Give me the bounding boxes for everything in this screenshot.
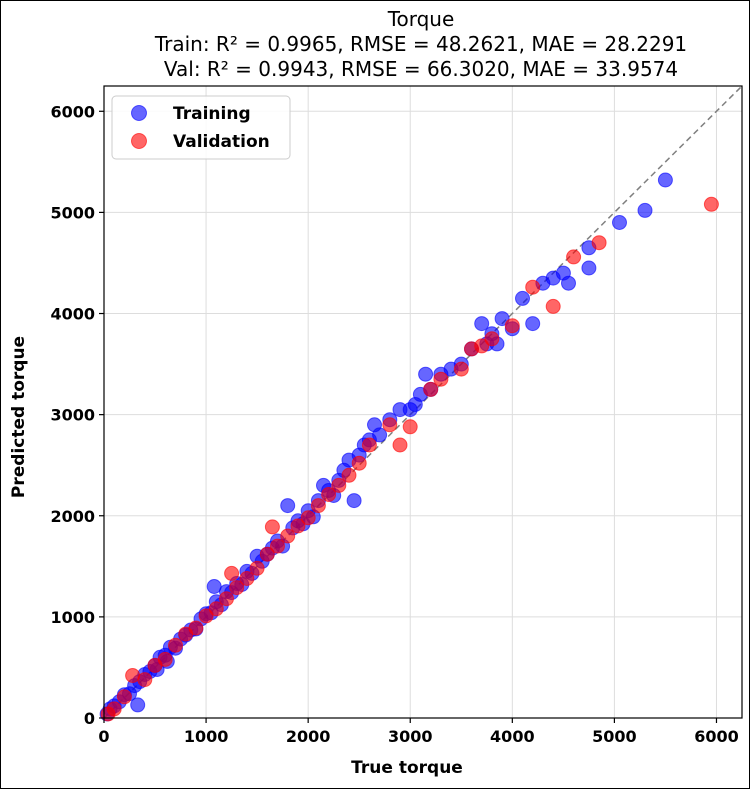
y-tick-label: 5000 (50, 203, 95, 222)
data-point-validation (423, 381, 439, 397)
data-point-validation (525, 279, 541, 295)
data-point-validation (321, 487, 337, 502)
data-point-training (372, 427, 388, 443)
y-tick-label: 2000 (50, 507, 95, 526)
x-tick-label: 2000 (286, 727, 331, 746)
data-point-training (612, 215, 627, 230)
data-point-training (657, 172, 673, 188)
data-point-validation (259, 546, 275, 562)
data-point-validation (474, 338, 490, 354)
data-point-validation (402, 419, 418, 435)
y-tick-label: 3000 (50, 406, 95, 425)
data-point-validation (224, 565, 240, 581)
data-point-validation (198, 608, 214, 624)
data-point-validation (188, 620, 204, 636)
data-point-validation (703, 196, 719, 212)
data-point-validation (116, 689, 132, 705)
x-tick-label: 1000 (184, 727, 229, 746)
legend-marker-validation (131, 133, 147, 149)
y-tick-label: 1000 (50, 608, 95, 627)
data-point-validation (168, 637, 183, 653)
x-axis-ticks: 0 1000 2000 3000 4000 5000 6000 (98, 718, 739, 746)
data-point-validation (566, 249, 582, 265)
data-point-training (280, 498, 296, 514)
data-point-training (474, 316, 490, 332)
data-point-validation (341, 467, 357, 483)
y-tick-label: 0 (84, 709, 95, 728)
data-point-validation (290, 518, 306, 534)
legend-label-validation: Validation (173, 132, 270, 152)
data-point-validation (433, 371, 449, 387)
data-point-validation (361, 437, 377, 453)
x-tick-label: 5000 (592, 727, 637, 746)
x-tick-label: 0 (98, 727, 109, 746)
data-point-training (418, 366, 434, 382)
x-tick-label: 4000 (490, 727, 535, 746)
data-point-training (525, 316, 541, 332)
data-point-training (637, 202, 653, 218)
data-point-validation (591, 235, 607, 251)
data-point-validation (331, 477, 347, 493)
data-point-validation (137, 672, 153, 688)
data-point-validation (249, 560, 265, 576)
data-point-validation (453, 361, 469, 377)
data-point-validation (106, 701, 122, 717)
chart-subtitle-val: Val: R² = 0.9943, RMSE = 66.3020, MAE = … (164, 57, 678, 81)
data-point-validation (382, 417, 398, 433)
chart-titles: Torque Train: R² = 0.9965, RMSE = 48.262… (154, 7, 687, 81)
data-point-training (515, 290, 530, 306)
chart-subtitle-train: Train: R² = 0.9965, RMSE = 48.2621, MAE … (154, 32, 687, 56)
data-point-validation (157, 651, 173, 667)
legend-marker-training (131, 105, 147, 121)
x-tick-label: 3000 (388, 727, 433, 746)
y-tick-label: 6000 (50, 102, 95, 121)
data-point-training (581, 260, 597, 276)
data-point-validation (545, 298, 561, 314)
data-point-validation (208, 601, 224, 617)
x-tick-label: 6000 (694, 727, 739, 746)
legend-label-training: Training (173, 104, 251, 124)
data-point-validation (264, 519, 280, 535)
data-point-validation (300, 510, 316, 526)
legend: Training Validation (111, 95, 291, 160)
data-point-validation (219, 591, 234, 607)
data-point-validation (239, 571, 255, 586)
data-point-training (494, 311, 510, 327)
data-point-validation (280, 528, 296, 544)
legend-box (111, 95, 291, 160)
x-axis-label: True torque (351, 758, 463, 778)
y-tick-label: 4000 (50, 305, 95, 324)
plot-area-border (103, 85, 743, 719)
data-point-training (346, 493, 362, 509)
data-point-validation (351, 455, 367, 471)
chart-title: Torque (387, 7, 455, 31)
data-point-validation (310, 498, 326, 514)
data-point-validation (504, 318, 520, 334)
data-point-validation (484, 331, 500, 347)
y-axis-label: Predicted torque (9, 336, 29, 498)
data-point-training (561, 275, 576, 291)
data-point-training (130, 697, 146, 713)
data-point-validation (229, 580, 245, 596)
data-point-validation (270, 538, 285, 554)
data-point-validation (392, 437, 408, 453)
y-axis-ticks: 0 1000 2000 3000 4000 5000 6000 (50, 102, 104, 728)
